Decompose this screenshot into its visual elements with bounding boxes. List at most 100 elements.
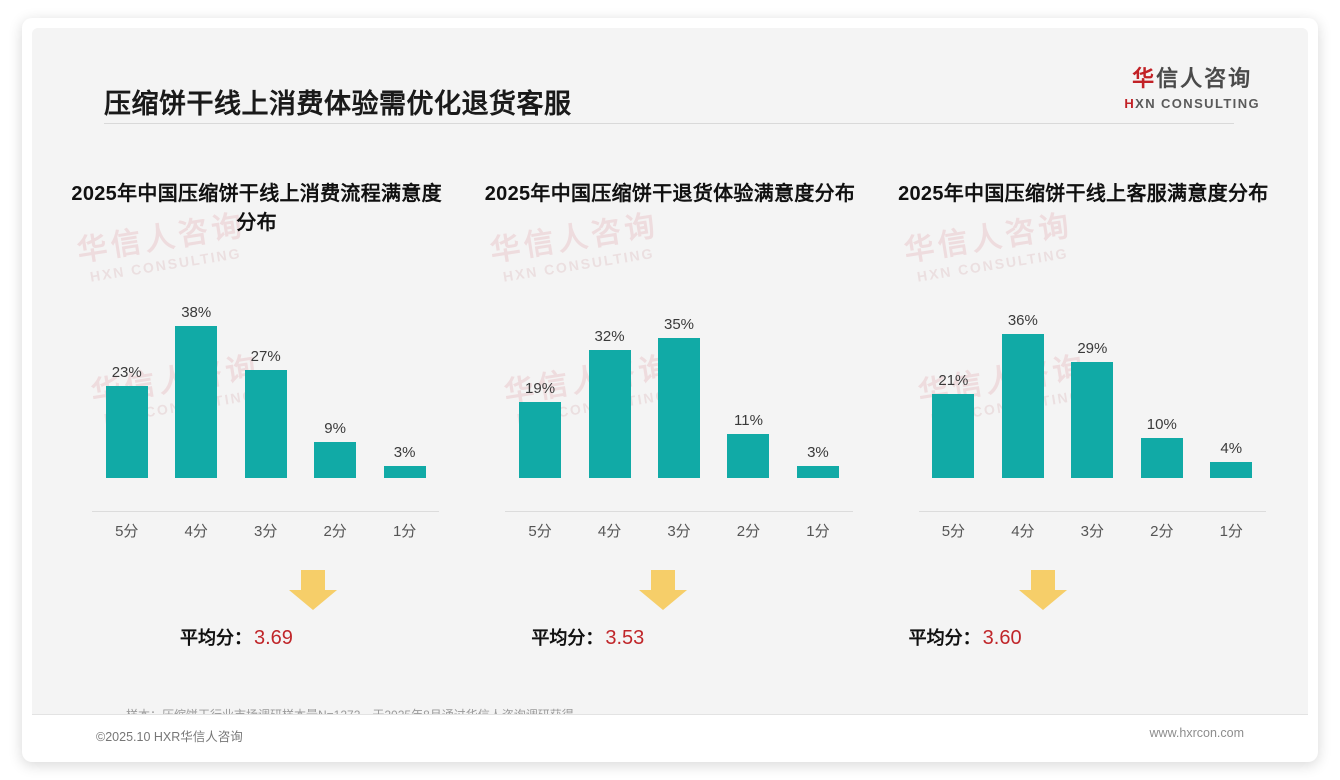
- watermark-line1: 华信人咨询: [901, 209, 1075, 269]
- x-axis-labels: 5分 4分 3分 2分 1分: [92, 514, 439, 546]
- x-axis-tick-label: 4分: [184, 522, 208, 540]
- average-score-1: 平均分： 3.69: [180, 624, 293, 650]
- x-axis-labels: 5分 4分 3分 2分 1分: [505, 514, 852, 546]
- header-divider: [104, 123, 1234, 124]
- website-url[interactable]: www.hxrcon.com: [1149, 726, 1244, 740]
- bar-column: 38%: [161, 286, 230, 512]
- bar-column: 29%: [1058, 286, 1127, 512]
- bar-value-label: 10%: [1146, 416, 1177, 433]
- x-axis-line: [92, 511, 440, 512]
- x-axis-labels: 5分 4分 3分 2分 1分: [919, 514, 1266, 546]
- watermark: 华信人咨询 HXN CONSULTING: [901, 209, 1077, 285]
- bar-chart-1: 23% 38% 27% 9% 3% 5分 4分 3分 2分 1分: [92, 286, 440, 546]
- bar-column: 4%: [1197, 286, 1266, 512]
- slide-frame: 压缩饼干线上消费体验需优化退货客服 华信人咨询 HXN CONSULTING 华…: [22, 18, 1318, 762]
- bar: [244, 370, 287, 478]
- average-value: 3.60: [982, 627, 1022, 649]
- bar-column: 3%: [783, 286, 852, 512]
- slide-footer: ©2025.10 HXR华信人咨询 www.hxrcon.com: [32, 714, 1308, 752]
- average-label: 平均分：: [531, 628, 604, 648]
- x-axis-line: [505, 511, 853, 512]
- slide-body: 压缩饼干线上消费体验需优化退货客服 华信人咨询 HXN CONSULTING 华…: [32, 28, 1308, 752]
- plot-area: 19% 32% 35% 11% 3%: [505, 286, 852, 512]
- arrow-down-icon: [635, 568, 691, 612]
- bar-value-label: 19%: [525, 380, 556, 397]
- watermark-line1: 华信人咨询: [488, 209, 662, 269]
- x-axis-tick-label: 1分: [392, 522, 417, 540]
- bar: [796, 466, 839, 478]
- x-axis-tick-label: 5分: [115, 522, 139, 540]
- bar: [519, 402, 562, 478]
- bar-value-label: 23%: [111, 364, 142, 381]
- average-value: 3.53: [605, 627, 645, 649]
- bar-column: 3%: [370, 286, 439, 512]
- bar-value-label: 3%: [807, 444, 829, 461]
- bar: [1140, 438, 1183, 478]
- bar-column: 21%: [919, 286, 988, 512]
- bar-column: 11%: [714, 286, 783, 512]
- x-axis-tick-label: 2分: [323, 522, 347, 540]
- charts-row: 华信人咨询 HXN CONSULTING 华信人咨询 HXN CONSULTIN…: [50, 136, 1290, 666]
- bar-chart-3: 21% 36% 29% 10% 4% 5分 4分 3分 2分 1分: [918, 286, 1266, 546]
- bar: [314, 442, 357, 478]
- logo-english: HXN CONSULTING: [1124, 97, 1260, 110]
- logo-english-accent: H: [1124, 96, 1136, 111]
- average-label: 平均分：: [908, 628, 981, 648]
- bar: [932, 394, 975, 478]
- copyright-text: ©2025.10 HXR华信人咨询: [96, 730, 243, 744]
- bar-value-label: 29%: [1077, 340, 1108, 357]
- plot-area: 23% 38% 27% 9% 3%: [92, 286, 439, 512]
- bar-chart-2: 19% 32% 35% 11% 3% 5分 4分 3分 2分 1分: [505, 286, 853, 546]
- bar-column: 36%: [988, 286, 1057, 512]
- bar-column: 32%: [575, 286, 644, 512]
- x-axis-tick-label: 4分: [1011, 522, 1035, 540]
- x-axis-tick-label: 5分: [941, 522, 966, 540]
- bar-value-label: 38%: [181, 304, 212, 321]
- x-axis-tick-label: 2分: [736, 522, 761, 540]
- slide-header: 压缩饼干线上消费体验需优化退货客服 华信人咨询 HXN CONSULTING: [32, 28, 1308, 124]
- logo-chinese-accent: 华: [1132, 66, 1157, 91]
- bar-value-label: 11%: [734, 412, 763, 429]
- brand-logo: 华信人咨询 HXN CONSULTING: [1124, 68, 1260, 111]
- bar-value-label: 35%: [663, 316, 695, 333]
- chart-panel-3: 华信人咨询 HXN CONSULTING 华信人咨询 HXN CONSULTIN…: [877, 136, 1290, 666]
- plot-area: 21% 36% 29% 10% 4%: [919, 286, 1266, 512]
- arrow-down-icon: [1015, 568, 1071, 612]
- logo-english-rest: XN CONSULTING: [1135, 96, 1260, 111]
- bar: [175, 326, 218, 478]
- bar-column: 9%: [300, 286, 369, 512]
- average-value: 3.69: [254, 627, 293, 649]
- bar-value-label: 4%: [1220, 440, 1243, 457]
- bar-column: 35%: [644, 286, 713, 512]
- average-score-2: 平均分： 3.53: [531, 624, 644, 650]
- bar: [727, 434, 770, 478]
- x-axis-tick-label: 3分: [254, 522, 278, 540]
- bar-value-label: 36%: [1007, 312, 1038, 329]
- bar: [658, 338, 700, 478]
- watermark-line2: HXN CONSULTING: [915, 244, 1070, 285]
- bar: [1210, 462, 1253, 478]
- bar: [588, 350, 631, 478]
- x-axis-tick-label: 3分: [667, 522, 691, 540]
- page-title: 压缩饼干线上消费体验需优化退货客服: [104, 89, 572, 119]
- bar: [1071, 362, 1114, 478]
- x-axis-line: [918, 511, 1266, 512]
- bar: [1001, 334, 1044, 478]
- x-axis-tick-label: 3分: [1080, 522, 1104, 540]
- bar-value-label: 21%: [938, 372, 969, 389]
- watermark-line2: HXN CONSULTING: [502, 244, 656, 285]
- x-axis-tick-label: 1分: [806, 522, 830, 540]
- average-label: 平均分：: [180, 628, 252, 648]
- x-axis-tick-label: 2分: [1150, 522, 1174, 540]
- chart-panel-1: 华信人咨询 HXN CONSULTING 华信人咨询 HXN CONSULTIN…: [50, 136, 463, 666]
- x-axis-tick-label: 4分: [597, 522, 622, 540]
- logo-chinese-rest: 信人咨询: [1156, 66, 1253, 91]
- logo-chinese: 华信人咨询: [1124, 68, 1260, 90]
- x-axis-tick-label: 5分: [528, 522, 552, 540]
- bar: [105, 386, 148, 478]
- bar-column: 10%: [1127, 286, 1196, 512]
- bar-column: 27%: [231, 286, 300, 512]
- chart-panel-2: 华信人咨询 HXN CONSULTING 华信人咨询 HXN CONSULTIN…: [463, 136, 876, 666]
- bar-column: 23%: [92, 286, 161, 512]
- arrow-down-icon: [285, 568, 341, 612]
